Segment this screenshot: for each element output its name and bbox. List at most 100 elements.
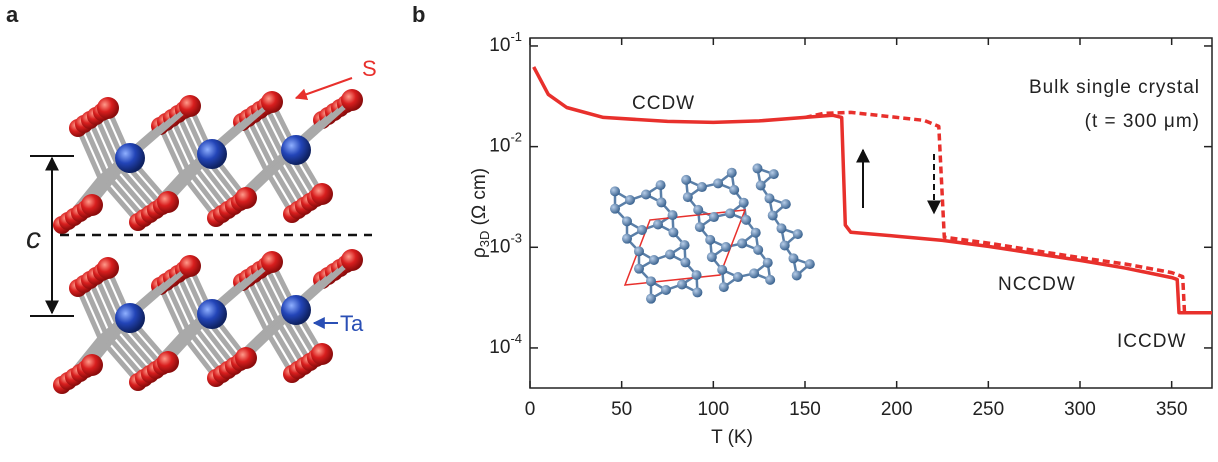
lattice-atom [667,210,678,221]
lattice-atom [749,268,760,279]
bond [81,282,109,336]
bond [75,126,103,180]
bond [110,328,152,376]
ta-atom [115,303,145,333]
s-atom [311,183,333,205]
bond [87,118,115,172]
s-atom [261,91,283,113]
lattice-atom [655,180,666,191]
y-axis-title: ρ3D​ (Ω cm) [469,168,492,258]
lattice-atom [767,210,778,221]
lattice-atom [693,204,704,215]
lattice-atom [625,195,635,205]
bond [116,324,158,372]
ta-atom [197,299,227,329]
lattice-atom [788,253,799,264]
ta-atom [197,139,227,169]
lattice-atom [720,242,731,253]
lattice-atom [804,259,815,270]
lattice-atom [737,238,748,249]
lattice-atom [755,180,766,191]
lattice-atom [708,212,719,223]
s-atom [235,347,257,369]
lattice-atom [656,197,667,208]
x-tick-label: 150 [789,399,821,420]
lattice-atom [653,219,664,230]
s-atom [311,343,333,365]
lattice-atom [677,279,688,290]
lattice-atom [752,163,763,174]
lattice-atom [692,287,703,298]
bond [116,164,158,212]
axis-label: c [26,222,41,255]
lattice-atom [680,257,691,268]
x-tick-label: 250 [972,399,1004,420]
s-atom [235,187,257,209]
bond [81,122,109,176]
y-tick-label: 10-4​ [489,331,522,358]
lattice-atom [634,263,645,274]
lattice-atom [668,227,679,238]
pointer [294,77,353,101]
x-tick-label: 200 [881,399,913,420]
annotation: Bulk single crystal [1029,77,1200,98]
lattice-atom [750,227,761,238]
y-tick-label: 10-2​ [489,130,522,157]
s-atom [81,194,103,216]
x-tick-label: 350 [1156,399,1188,420]
y-tick-label: 10-3​ [489,231,522,258]
bond [75,286,103,340]
bond [198,320,236,368]
lattice-atom [717,264,728,275]
annotation: NCCDW [998,274,1076,295]
lattice-atom [762,257,773,268]
lattice-atom [780,199,791,210]
lattice-atom [681,174,692,185]
lattice-atom [706,252,717,263]
lattice-atom [725,208,736,219]
lattice-atom [713,178,724,189]
lattice-inset [609,163,815,304]
x-tick-label: 50 [611,399,632,420]
s-atom [81,354,103,376]
lattice-atom [637,225,647,235]
lattice-atom [646,293,657,304]
bond [192,164,230,212]
lattice-atom [726,167,737,178]
lattice-atom [765,274,776,285]
lattice-atom [649,255,659,265]
data-line [804,110,1187,313]
ta-atom [281,295,311,325]
lattice-atom [694,222,705,233]
atom-label: Ta [340,311,364,336]
lattice-atom [696,182,707,193]
lattice-atom [729,184,740,195]
lattice-atom [753,244,764,255]
s-atom [157,191,179,213]
s-atom [341,89,363,111]
panel-label: b [412,2,425,27]
bond [87,278,115,332]
y-tick-label: 10-1​ [489,29,522,56]
annotation: CCDW [632,93,695,114]
bond [198,160,236,208]
annotation: ICCDW [1117,331,1186,352]
x-axis-title: T (K) [711,427,753,448]
bond [110,168,152,216]
annotation: (t = 300 μm) [1085,111,1200,132]
lattice-atom [768,169,779,180]
lattice-atom [621,216,632,227]
x-tick-label: 300 [1064,399,1096,420]
lattice-atom [792,229,803,240]
plot-frame [529,37,1213,389]
lattice-atom [718,282,729,293]
lattice-atom [732,272,743,283]
lattice-atom [661,285,671,295]
s-atom [179,95,201,117]
atom-label: S [362,56,377,81]
lattice-atom [738,197,749,208]
lattice-atom [779,240,790,251]
lattice-atom [665,249,676,260]
lattice-atom [791,270,802,281]
